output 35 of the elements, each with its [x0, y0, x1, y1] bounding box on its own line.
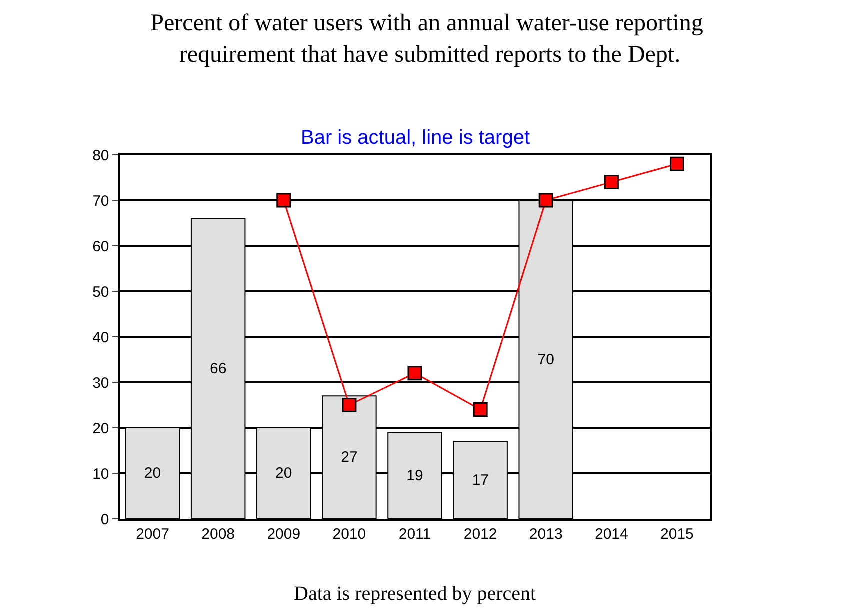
x-tick-label: 2013: [529, 526, 563, 543]
data-label: 19: [406, 467, 424, 484]
y-tick-label: 10: [92, 466, 110, 483]
point: [538, 193, 554, 208]
point: [604, 175, 619, 190]
y-tick-label: 70: [92, 192, 110, 210]
point: [408, 366, 422, 381]
chart-subtitle: Bar is actual, line is target: [301, 127, 530, 149]
data-label: 70: [538, 351, 554, 368]
point: [473, 402, 488, 418]
data-label: 66: [210, 360, 227, 378]
x-tick-label: 2008: [202, 526, 236, 543]
chart-title: Percent of water users with an annual water-use reporting requirement that have submitted reports to the Dept.: [150, 10, 710, 68]
data-label: 20: [276, 465, 292, 482]
text: Data is represented by percent: [294, 583, 537, 605]
data-label: 27: [341, 449, 358, 466]
y-tick-label: 30: [92, 374, 110, 392]
x-tick-label: 2010: [332, 526, 366, 543]
data-label: 20: [144, 465, 162, 482]
y-tick-label: 40: [92, 329, 110, 346]
point: [276, 193, 292, 208]
y-tick-label: 50: [92, 284, 110, 301]
y-tick-label: 80: [92, 147, 110, 164]
y-tick-label: 20: [92, 420, 110, 438]
x-tick-label: 2007: [136, 526, 170, 543]
y-tick-label: 60: [92, 238, 110, 256]
data-label: 17: [472, 472, 489, 489]
x-tick-label: 2009: [267, 526, 301, 543]
y-tick-label: 0: [100, 511, 110, 528]
x-tick-label: 2012: [464, 526, 498, 543]
point: [670, 156, 684, 172]
x-tick-label: 2011: [398, 526, 432, 543]
x-tick-label: 2015: [660, 526, 694, 543]
point: [342, 398, 357, 412]
x-tick-label: 2014: [594, 526, 628, 543]
